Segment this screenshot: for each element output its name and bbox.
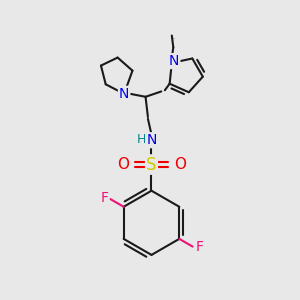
Text: S: S — [146, 156, 157, 174]
Text: N: N — [146, 133, 157, 147]
Text: N: N — [169, 54, 179, 68]
Text: N: N — [119, 87, 129, 101]
Text: methyl: methyl — [171, 37, 176, 38]
Text: H: H — [137, 133, 146, 146]
Text: F: F — [195, 240, 203, 254]
Text: F: F — [100, 190, 108, 205]
Text: O: O — [117, 157, 129, 172]
Text: O: O — [174, 157, 186, 172]
